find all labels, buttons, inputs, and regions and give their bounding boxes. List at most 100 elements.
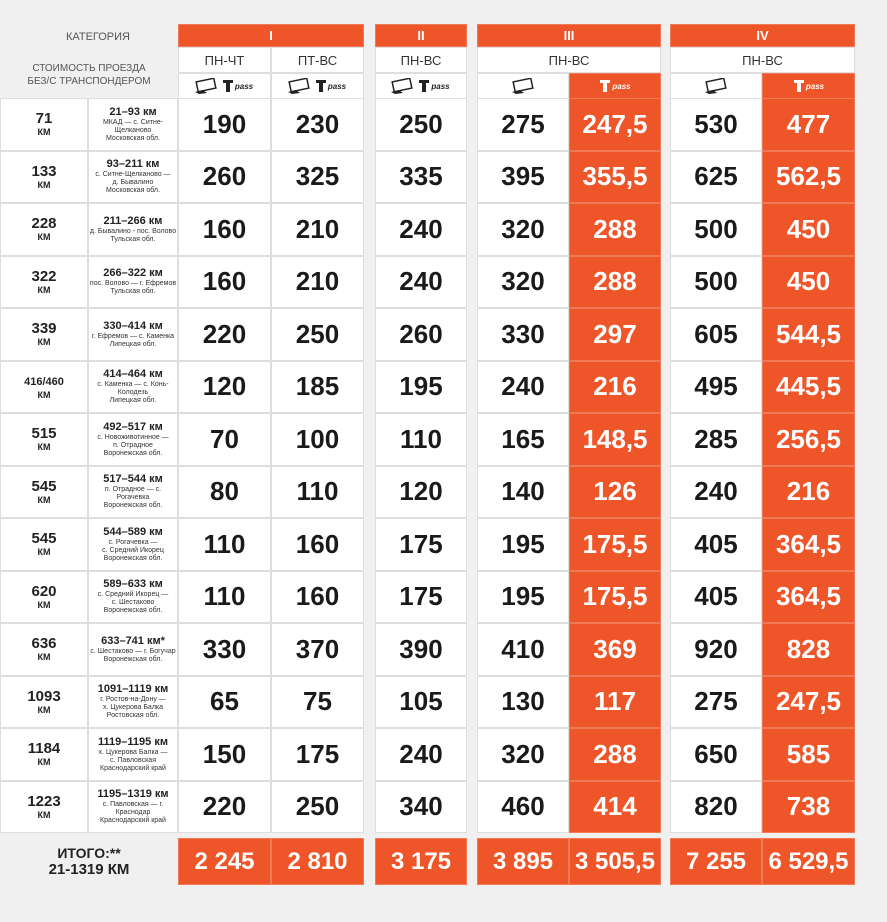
route-line: г. Ростов-на-Дону —: [100, 696, 166, 704]
price-cell: 288: [569, 255, 661, 308]
route-line: с. Ситне-Щелканово —: [95, 171, 171, 179]
price-cell: 120: [375, 465, 467, 518]
price: 275: [694, 686, 738, 717]
distance-unit: КМ: [37, 442, 51, 453]
price: 256,5: [775, 423, 842, 454]
icon-cell: pass: [762, 73, 855, 99]
category-label: КАТЕГОРИЯ: [0, 26, 178, 48]
price: 230: [295, 108, 340, 139]
route-line: Липецкая обл.: [109, 397, 157, 405]
price: 120: [399, 476, 443, 507]
route-line: х. Цукерова Балка —: [98, 748, 168, 756]
cash-icon: [194, 78, 217, 94]
price: 160: [295, 528, 340, 559]
cost-label-line: БЕЗ/С ТРАНСПОНДЕРОМ: [27, 76, 151, 87]
price: 210: [295, 266, 340, 297]
price: 477: [786, 108, 831, 139]
segment-cell: 414–464 км с. Каменка — с. Конь-Колодезь Л…: [88, 360, 178, 413]
price-cell: 126: [569, 465, 661, 518]
price: 330: [501, 318, 545, 349]
price-cell: 820: [670, 780, 762, 833]
distance: 515: [31, 425, 57, 443]
price: 190: [202, 108, 247, 139]
distance-unit: КМ: [37, 652, 51, 663]
price-cell: 405: [670, 518, 762, 571]
pass-logo-text: pass: [234, 81, 254, 91]
route-line: п. Отрадное: [113, 441, 153, 449]
distance-unit: КМ: [37, 179, 51, 190]
price-cell: 247,5: [569, 98, 661, 151]
pass-logo-text: pass: [612, 81, 631, 91]
price-cell: 355,5: [569, 150, 661, 203]
segment: 93–211 км: [106, 158, 160, 171]
price-cell: 110: [178, 518, 271, 571]
distance-unit: КМ: [37, 127, 51, 138]
price-cell: 117: [569, 675, 661, 728]
day-header: ПН-ЧТ: [178, 47, 271, 73]
distance-cell: 545 КМ: [0, 465, 88, 518]
category-header: IV: [670, 24, 855, 47]
day-header: ПН-ВС: [670, 47, 855, 73]
cash-icon: [391, 78, 414, 94]
route-line: Краснодарский край: [100, 764, 166, 772]
segment-cell: 633–741 км* с. Шестаково — г. Богучар Воро…: [88, 623, 178, 676]
segment: 21–93 км: [109, 105, 157, 118]
price-cell: 160: [178, 203, 271, 256]
price: 405: [694, 581, 738, 612]
price-cell: 100: [271, 413, 364, 466]
category-label: КАТЕГОРИЯ: [65, 31, 130, 43]
price: 390: [399, 633, 443, 664]
route-line: Ростовская обл.: [106, 712, 160, 720]
price-cell: 288: [569, 203, 661, 256]
price-cell: 190: [178, 98, 271, 151]
price-cell: 410: [477, 623, 569, 676]
price-cell: 335: [375, 150, 467, 203]
distance-cell: 339 КМ: [0, 308, 88, 361]
price-cell: 370: [271, 623, 364, 676]
price-cell: 165: [477, 413, 569, 466]
day-label: ПН-ВС: [548, 52, 590, 68]
route-line: с. Каменка — с. Конь-Колодезь: [97, 381, 169, 397]
pass-mark: [793, 80, 804, 92]
price: 185: [295, 371, 340, 402]
price-cell: 530: [670, 98, 762, 151]
price-cell: 495: [670, 360, 762, 413]
total-range: 21-1319 КМ: [48, 861, 130, 878]
price: 100: [295, 423, 340, 454]
price: 369: [593, 633, 637, 664]
total-price: 2 245: [194, 847, 255, 875]
route-line: с. Новоживотинное —: [97, 433, 169, 441]
price-cell: 285: [670, 413, 762, 466]
distance: 339: [31, 320, 57, 338]
cost-label: СТОИМОСТЬ ПРОЕЗДА БЕЗ/С ТРАНСПОНДЕРОМ: [0, 58, 178, 92]
price: 364,5: [775, 581, 842, 612]
segment-cell: 544–589 км с. Рогачевка — с. Средний Икоре…: [88, 518, 178, 571]
price: 320: [501, 213, 545, 244]
route-line: п. Отрадное — с. Рогачевка: [104, 486, 162, 502]
total-price: 2 810: [287, 847, 348, 875]
price-cell: 562,5: [762, 150, 855, 203]
segment: 544–589 км: [103, 525, 163, 538]
price: 288: [593, 213, 637, 244]
price: 450: [786, 213, 831, 244]
price-cell: 75: [271, 675, 364, 728]
price: 445,5: [775, 371, 842, 402]
price-cell: 240: [375, 255, 467, 308]
price: 210: [295, 213, 340, 244]
price: 325: [295, 161, 340, 192]
icon-cell: [670, 73, 762, 99]
price-cell: 65: [178, 675, 271, 728]
price: 175,5: [582, 528, 648, 559]
price: 530: [694, 108, 738, 139]
distance-cell: 133 КМ: [0, 150, 88, 203]
price-cell: 185: [271, 360, 364, 413]
segment: 633–741 км*: [101, 634, 165, 647]
distance-cell: 1223 КМ: [0, 780, 88, 833]
price-cell: 297: [569, 308, 661, 361]
route-line: Воронежская обл.: [103, 502, 163, 510]
price: 364,5: [775, 528, 842, 559]
route-line: х. Цукерова Балка: [102, 704, 164, 712]
route-line: с. Средний Икорец —: [97, 591, 169, 599]
route-line: Воронежская обл.: [103, 449, 163, 457]
segment: 1091–1119 км: [97, 683, 169, 696]
